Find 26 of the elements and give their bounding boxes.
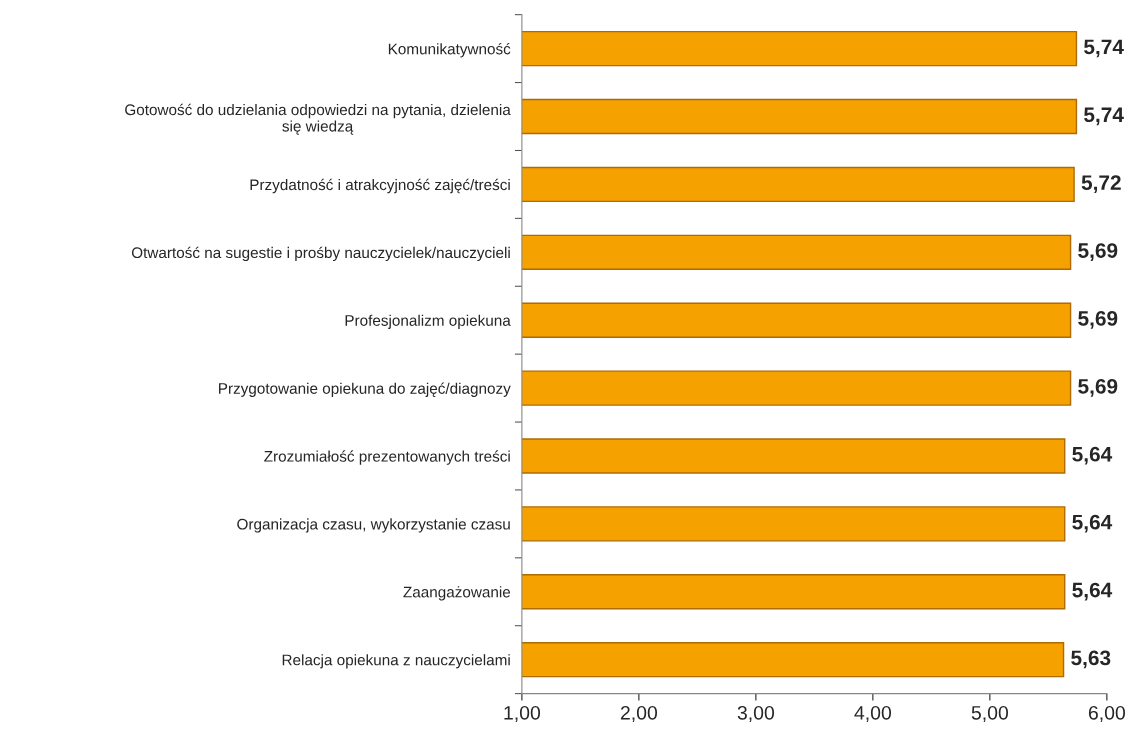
y-tick-label: Przygotowanie opiekuna do zajęć/diagnozy (219, 382, 511, 397)
x-tick-label: 5,00 (971, 705, 1009, 723)
y-tick-label: Zaangażowanie (403, 586, 511, 601)
data-label: 5,64 (1072, 582, 1113, 601)
y-tick-label: Przydatność i atrakcyjność zajęć/treści (250, 178, 510, 194)
x-tick-label: 6,00 (1088, 705, 1126, 723)
data-label: 5,69 (1078, 243, 1118, 261)
y-tick-label: Gotowość do udzielania odpowiedzi na pytania, dzielenia się wiedzą (125, 103, 511, 135)
y-tick-label: Zrozumiałość prezentowanych treści (264, 450, 510, 465)
data-label: 5,72 (1081, 175, 1121, 194)
x-tick-label: 4,00 (854, 705, 892, 723)
y-tick-label: Komunikatywność (388, 43, 511, 58)
x-tick-label: 1,00 (504, 705, 541, 723)
data-label: 5,63 (1071, 650, 1111, 669)
data-label: 5,64 (1072, 514, 1113, 533)
data-label: 5,69 (1078, 311, 1118, 329)
data-label: 5,64 (1072, 446, 1113, 465)
data-label: 5,74 (1084, 107, 1124, 126)
y-tick-label: Relacja opiekuna z nauczycielami (282, 654, 510, 669)
x-tick-label: 2,00 (620, 705, 658, 723)
y-tick-label: Profesjonalizm opiekuna (345, 314, 511, 329)
data-label: 5,74 (1084, 39, 1124, 58)
y-tick-label: Organizacja czasu, wykorzystanie czasu (237, 518, 510, 533)
y-tick-label: Otwartość na sugestie i prośby nauczycielek/nauczycieli (131, 246, 510, 262)
x-tick-label: 3,00 (737, 705, 775, 723)
data-label: 5,69 (1078, 378, 1118, 397)
